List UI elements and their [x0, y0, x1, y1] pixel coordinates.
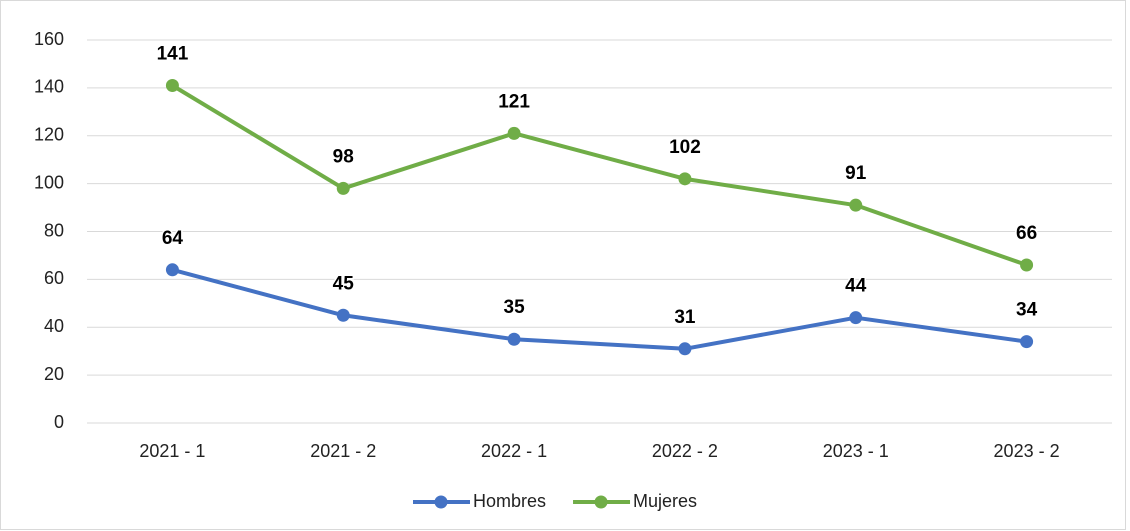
point	[678, 172, 692, 186]
x-tick-label: 2022 - 2	[652, 441, 718, 461]
x-tick-label: 2021 - 2	[310, 441, 376, 461]
y-tick-label: 0	[54, 412, 64, 432]
point	[1020, 335, 1034, 349]
legend-label: Mujeres	[633, 491, 697, 511]
point	[678, 342, 692, 356]
data-label: 141	[157, 43, 189, 64]
y-tick-label: 60	[44, 268, 64, 288]
data-label: 98	[333, 146, 354, 167]
point	[849, 311, 863, 325]
point	[1020, 258, 1034, 272]
legend-marker	[594, 495, 608, 509]
point	[165, 78, 179, 92]
x-tick-label: 2021 - 1	[139, 441, 205, 461]
data-label: 31	[674, 307, 696, 328]
y-tick-label: 40	[44, 316, 64, 336]
point	[165, 263, 179, 277]
point	[507, 126, 521, 140]
x-tick-label: 2023 - 2	[994, 441, 1060, 461]
legend-marker	[434, 495, 448, 509]
data-label: 44	[845, 276, 867, 297]
data-label: 45	[333, 273, 355, 294]
x-tick-label: 2023 - 1	[823, 441, 889, 461]
legend-label: Hombres	[473, 491, 546, 511]
data-label: 102	[669, 137, 701, 158]
point	[507, 332, 521, 346]
y-tick-label: 120	[34, 125, 64, 145]
point	[336, 308, 350, 322]
series-line	[171, 267, 1027, 351]
y-tick-label: 100	[34, 172, 64, 192]
y-tick-label: 140	[34, 77, 64, 97]
data-label: 35	[504, 297, 526, 318]
x-tick-label: 2022 - 1	[481, 441, 547, 461]
data-label: 34	[1016, 300, 1038, 321]
data-label: 66	[1016, 223, 1037, 244]
point	[849, 198, 863, 212]
data-label: 91	[845, 163, 867, 184]
data-label: 64	[162, 228, 184, 249]
y-tick-label: 80	[44, 220, 64, 240]
y-tick-label: 20	[44, 364, 64, 384]
data-label: 121	[498, 91, 530, 112]
y-tick-label: 160	[34, 29, 64, 49]
series-line	[171, 83, 1028, 267]
point	[336, 181, 350, 195]
